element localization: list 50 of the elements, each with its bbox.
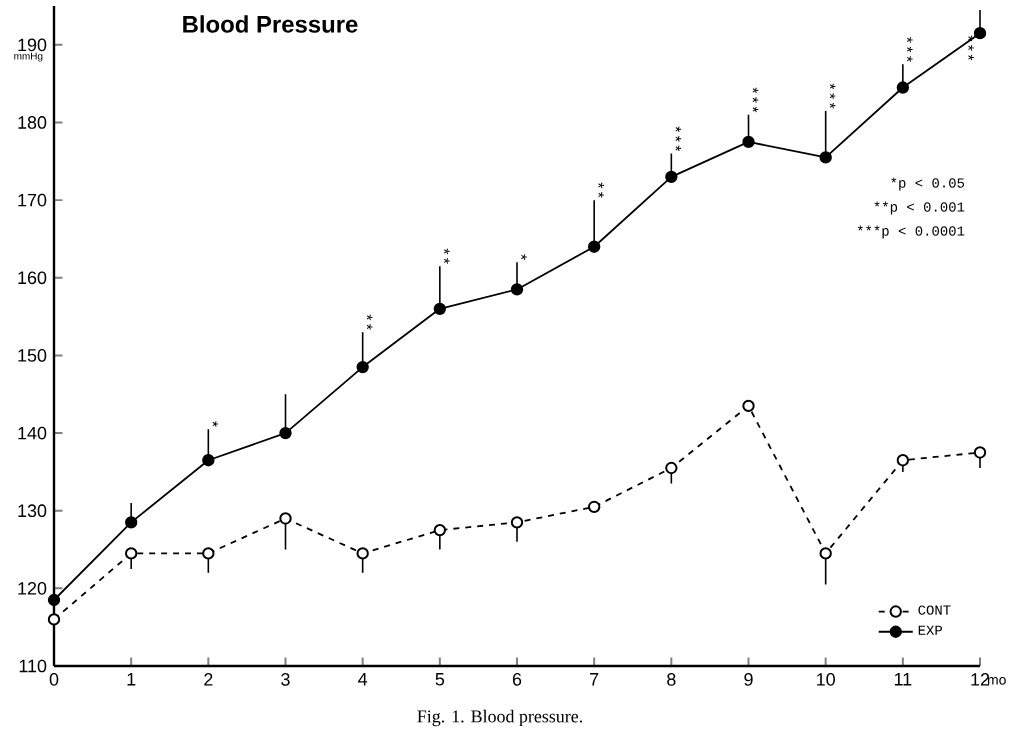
point xyxy=(819,151,832,164)
point xyxy=(124,516,138,529)
x-tick-label: 9 xyxy=(744,673,753,686)
point xyxy=(124,547,138,560)
point xyxy=(510,516,524,529)
chart-title: Blood Pressure xyxy=(183,15,358,33)
point xyxy=(665,461,678,475)
y-tick-label: 150 xyxy=(18,349,47,362)
point xyxy=(742,135,755,149)
point xyxy=(587,500,601,514)
x-tick-label: 4 xyxy=(358,673,368,686)
point xyxy=(202,454,215,467)
y-tick-label: 140 xyxy=(18,426,47,440)
point xyxy=(279,426,292,440)
y-tick-label: 160 xyxy=(18,271,47,285)
y-tick-label: 170 xyxy=(18,193,47,207)
point xyxy=(973,446,987,459)
point xyxy=(433,302,447,316)
y-tick-label: 190 xyxy=(18,38,47,52)
x-tick-label: 10 xyxy=(817,673,835,686)
point xyxy=(819,547,832,560)
point xyxy=(356,360,369,374)
y-tick-label: 120 xyxy=(18,581,47,595)
point xyxy=(279,512,292,525)
x-tick-label: 2 xyxy=(204,673,213,686)
x-tick-label: 8 xyxy=(667,673,676,686)
point xyxy=(202,547,215,560)
caption: Fig. 1. Blood pressure. xyxy=(417,709,583,727)
point xyxy=(510,283,524,296)
point xyxy=(896,454,910,467)
x-tick-label: 0 xyxy=(49,673,59,686)
y-tick-label: 110 xyxy=(19,659,47,673)
x-tick-label: 12 xyxy=(971,673,990,686)
point xyxy=(47,593,61,607)
point xyxy=(433,523,447,537)
x-tick-label: 7 xyxy=(590,673,599,686)
y-tick-label: 130 xyxy=(18,504,47,518)
x-tick-label: 1 xyxy=(127,673,136,686)
y-tick-label: 180 xyxy=(18,116,47,129)
point xyxy=(973,27,987,40)
x-tick-label: 3 xyxy=(281,673,290,686)
point xyxy=(356,547,369,560)
point xyxy=(896,81,910,94)
x-tick-label: 6 xyxy=(512,673,522,686)
point xyxy=(47,613,61,626)
x-tick-label: 11 xyxy=(894,673,912,686)
point xyxy=(742,399,755,413)
x-tick-label: 5 xyxy=(435,673,445,686)
point xyxy=(665,170,678,184)
point xyxy=(587,240,601,253)
